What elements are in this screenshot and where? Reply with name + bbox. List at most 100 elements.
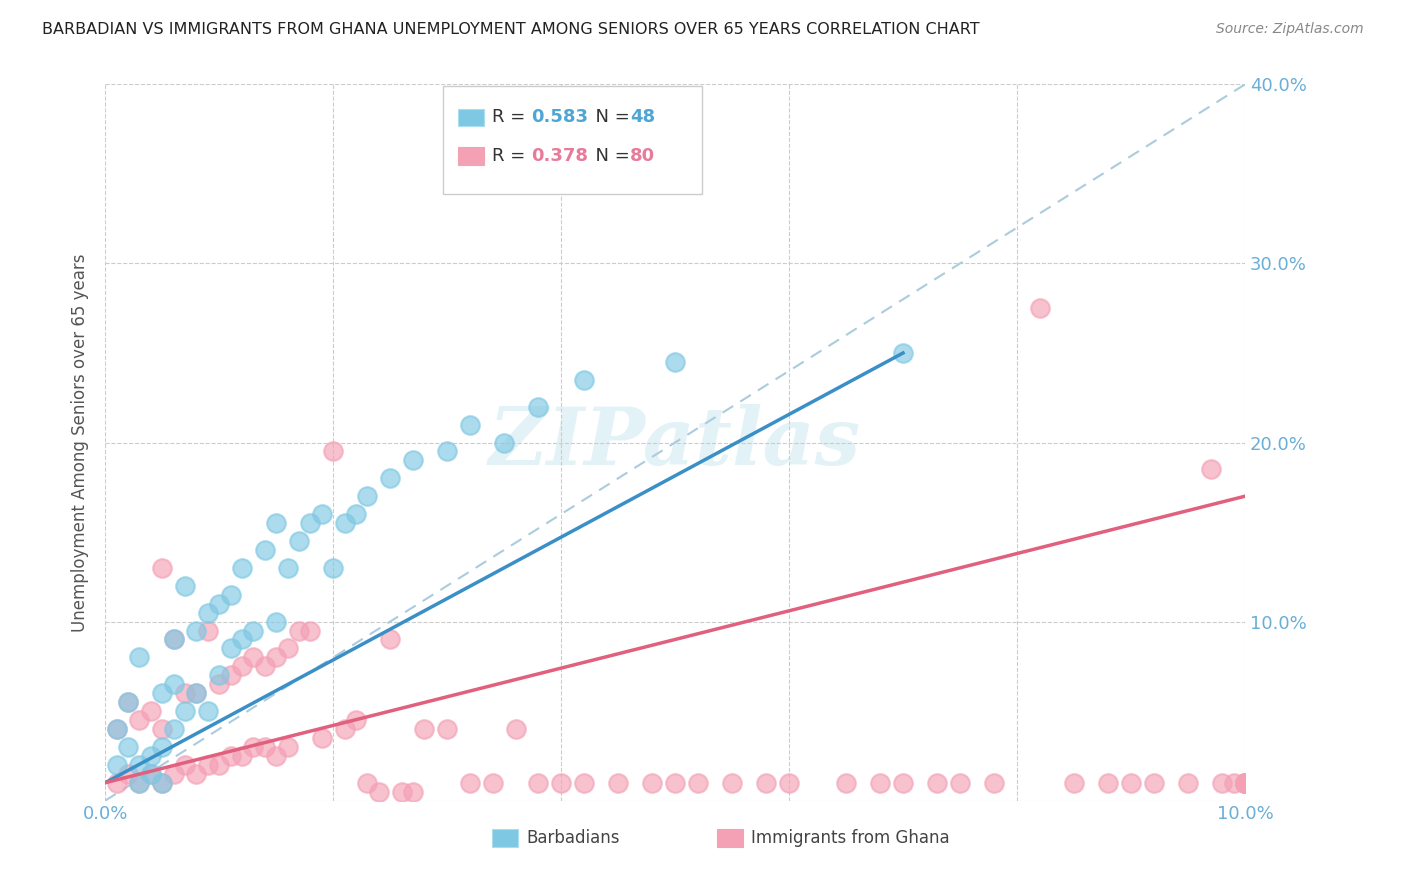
Text: R =: R = (492, 109, 531, 127)
Text: 80: 80 (630, 147, 655, 165)
Point (1233, 775, 1256, 789)
Point (231, 748, 253, 763)
Point (174, 686, 197, 700)
Point (186, 686, 208, 700)
Point (150, 561, 173, 575)
Point (105, 722, 128, 736)
Text: BARBADIAN VS IMMIGRANTS FROM GHANA UNEMPLOYMENT AMONG SENIORS OVER 65 YEARS CORR: BARBADIAN VS IMMIGRANTS FROM GHANA UNEMP… (42, 22, 980, 37)
Point (686, 775, 709, 789)
Point (664, 775, 686, 789)
Point (186, 686, 208, 700)
Point (219, 641, 242, 656)
Point (277, 739, 299, 754)
Point (231, 632, 253, 647)
Point (413, 722, 436, 736)
Point (402, 453, 425, 467)
Text: Immigrants from Ghana: Immigrants from Ghana (751, 829, 949, 847)
Point (869, 775, 891, 789)
Text: ZIPatlas: ZIPatlas (489, 404, 860, 482)
Point (162, 632, 184, 647)
Point (322, 561, 344, 575)
Text: R =: R = (492, 147, 531, 165)
Point (378, 471, 401, 485)
Point (311, 731, 333, 745)
Point (264, 748, 287, 763)
Point (1097, 775, 1119, 789)
Point (1211, 775, 1233, 789)
Point (150, 722, 173, 736)
Text: N =: N = (583, 147, 636, 165)
Point (128, 775, 150, 789)
Point (174, 579, 197, 593)
Point (1119, 775, 1142, 789)
Point (139, 766, 162, 780)
Point (277, 641, 299, 656)
Point (1143, 775, 1166, 789)
Point (288, 624, 311, 638)
Point (242, 650, 264, 665)
Point (983, 775, 1005, 789)
Point (253, 739, 276, 754)
Point (162, 766, 184, 780)
Point (128, 757, 150, 772)
Point (150, 686, 173, 700)
Point (197, 606, 219, 620)
Point (150, 775, 173, 789)
Point (378, 632, 401, 647)
Point (105, 722, 128, 736)
Point (436, 444, 458, 458)
Point (927, 775, 949, 789)
Point (174, 704, 197, 718)
Point (264, 650, 287, 665)
Point (288, 534, 311, 549)
Point (891, 346, 914, 360)
Point (664, 355, 686, 369)
Text: 0.378: 0.378 (531, 147, 589, 165)
Point (1063, 775, 1085, 789)
Point (458, 417, 481, 432)
Point (264, 615, 287, 629)
Point (755, 775, 778, 789)
Point (150, 775, 173, 789)
Point (572, 775, 595, 789)
Text: Barbadians: Barbadians (526, 829, 620, 847)
Point (835, 775, 858, 789)
Point (208, 677, 231, 691)
Point (277, 561, 299, 575)
Point (208, 757, 231, 772)
Y-axis label: Unemployment Among Seniors over 65 years: Unemployment Among Seniors over 65 years (72, 253, 89, 632)
Point (778, 775, 800, 789)
Point (105, 775, 128, 789)
Point (186, 766, 208, 780)
Point (299, 624, 322, 638)
Point (253, 543, 276, 558)
Point (333, 722, 356, 736)
Point (344, 507, 367, 521)
Point (219, 668, 242, 682)
Point (197, 757, 219, 772)
Text: 0.583: 0.583 (531, 109, 589, 127)
Point (458, 775, 481, 789)
Point (607, 775, 630, 789)
Point (231, 659, 253, 673)
Point (208, 668, 231, 682)
Text: 48: 48 (630, 109, 655, 127)
Point (299, 516, 322, 530)
Point (253, 659, 276, 673)
Point (1177, 775, 1199, 789)
Point (231, 561, 253, 575)
Point (162, 632, 184, 647)
Point (162, 677, 184, 691)
Point (186, 624, 208, 638)
Point (139, 704, 162, 718)
Point (527, 400, 550, 414)
Point (1222, 775, 1244, 789)
Point (550, 775, 572, 789)
Point (322, 444, 344, 458)
Point (1233, 775, 1256, 789)
Point (1029, 301, 1052, 316)
Point (242, 739, 264, 754)
Point (527, 775, 550, 789)
Point (333, 516, 356, 530)
Point (117, 739, 139, 754)
